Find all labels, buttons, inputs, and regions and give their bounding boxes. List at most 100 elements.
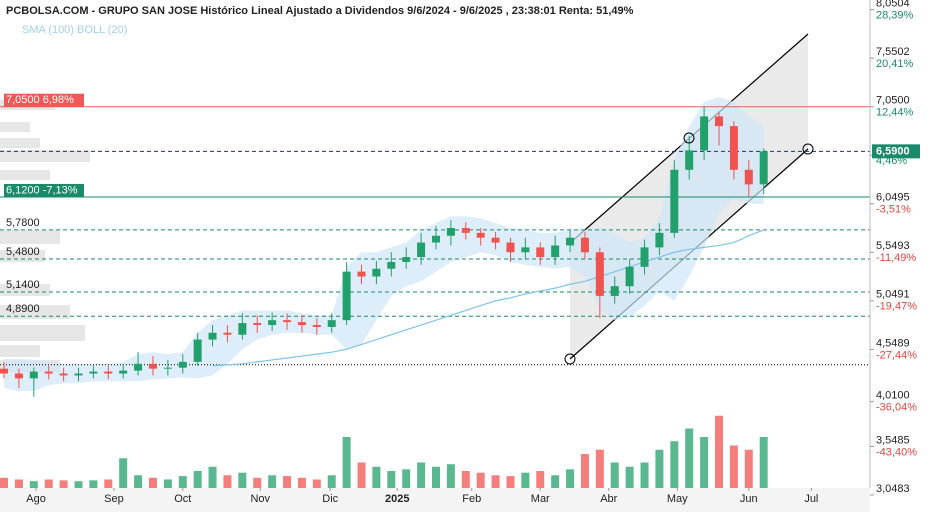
volume-bar [655, 449, 664, 488]
candle-body [59, 373, 68, 376]
candle-body [491, 237, 500, 243]
candle-body [104, 371, 113, 374]
x-tick-label: Sep [104, 493, 124, 505]
candle-body [625, 266, 634, 287]
y-tick-label: 5,0491 [876, 289, 910, 301]
level-label: 4,8900 [6, 303, 40, 315]
y-tick-pct: 20,41% [876, 58, 914, 70]
volume-bar [283, 476, 292, 488]
candle-body [253, 323, 262, 326]
x-tick-label: Nov [250, 493, 270, 505]
volume-bar [536, 471, 545, 488]
candle-body [0, 368, 9, 374]
x-tick-label: Abr [600, 493, 617, 505]
y-tick-pct: 28,39% [876, 10, 914, 22]
volume-bar [417, 462, 426, 488]
candle-body [655, 232, 664, 248]
level-label-box [4, 183, 84, 197]
sma-line [212, 229, 764, 367]
volume-bar [506, 476, 515, 488]
channel-anchor [564, 353, 576, 365]
x-tick-label: Ago [26, 493, 46, 505]
y-tick-label: 7,5502 [876, 46, 910, 58]
candle-body [74, 373, 83, 376]
candle-body [357, 271, 366, 277]
volume-bar [14, 479, 23, 488]
candle-body [119, 370, 128, 374]
candle-body [312, 325, 321, 327]
x-tick-label: Feb [462, 493, 481, 505]
plot: 7,0500 6,98% 6,1200 -7,13% 5,7800 5,4800 5,1… [0, 93, 870, 488]
candle-body [14, 373, 23, 379]
volume-bar [610, 462, 619, 488]
x-tick-label: Mar [531, 493, 550, 505]
candle-body [670, 169, 679, 233]
candle-body [387, 261, 396, 269]
candle-body [759, 151, 768, 185]
volume-bar [729, 445, 738, 488]
candle-body [238, 323, 247, 335]
candle-body [208, 332, 217, 340]
volume-bar [387, 471, 396, 488]
volume-bar [402, 469, 411, 488]
candle-body [417, 242, 426, 258]
volume-bar [715, 415, 724, 488]
level-label: 5,4800 [6, 246, 40, 258]
candle-body [506, 242, 515, 253]
volume-bar [134, 475, 143, 488]
volume-bar [59, 480, 68, 488]
candle-body [566, 237, 575, 246]
volume-bar [521, 472, 530, 488]
time-axis-panel [0, 488, 870, 512]
volume-bar [566, 469, 575, 488]
y-tick-label: 3,0483 [876, 483, 910, 495]
volume-bar [670, 441, 679, 488]
candle-body [327, 320, 336, 327]
candle-body [268, 320, 277, 326]
y-tick-label: 8,0504 [876, 0, 910, 10]
candle-body [283, 320, 292, 323]
volume-bar [551, 475, 560, 488]
y-tick-pct: -11,49% [876, 252, 916, 264]
level-label: 6,1200 -7,13% [6, 184, 78, 196]
candle-body [134, 363, 143, 371]
volume-profile [0, 100, 90, 372]
volume-bar [193, 471, 202, 488]
y-tick-pct: 12,44% [876, 107, 914, 119]
volume-bar [268, 475, 277, 488]
candle-body [729, 126, 738, 170]
candle-body [640, 247, 649, 267]
volume-bar [178, 476, 187, 488]
candle-body [595, 252, 604, 296]
y-tick-pct: -27,44% [876, 349, 917, 361]
candle-body [580, 237, 589, 253]
axis-panel [870, 0, 928, 512]
y-tick-label: 7,0500 [876, 95, 910, 107]
current-price-label: 6,5900 [876, 145, 910, 157]
y-tick-pct: -19,47% [876, 301, 917, 313]
candle-body [476, 232, 485, 238]
indicator-legend: SMA (100) BOLL (20) [22, 24, 127, 36]
volume-bar [74, 481, 83, 488]
volume-bar [148, 477, 157, 488]
volume-bar [357, 462, 366, 488]
volume-bar [491, 475, 500, 488]
candle-body [223, 332, 232, 335]
x-tick-label: May [667, 493, 688, 505]
candle-body [744, 169, 753, 185]
volume-bar [119, 458, 128, 488]
volume-bar [431, 466, 440, 488]
volume-bar [640, 462, 649, 488]
volume-bar [685, 428, 694, 488]
volume-bar [700, 437, 709, 488]
candle-body [44, 371, 53, 374]
volume-bar [208, 466, 217, 488]
candle-body [193, 339, 202, 362]
volume-bar [29, 481, 38, 488]
y-tick-label: 6,0495 [876, 192, 910, 204]
volume-bar [104, 479, 113, 488]
volume-bar [0, 477, 9, 488]
candle-body [685, 150, 694, 170]
volume-bar [476, 472, 485, 488]
